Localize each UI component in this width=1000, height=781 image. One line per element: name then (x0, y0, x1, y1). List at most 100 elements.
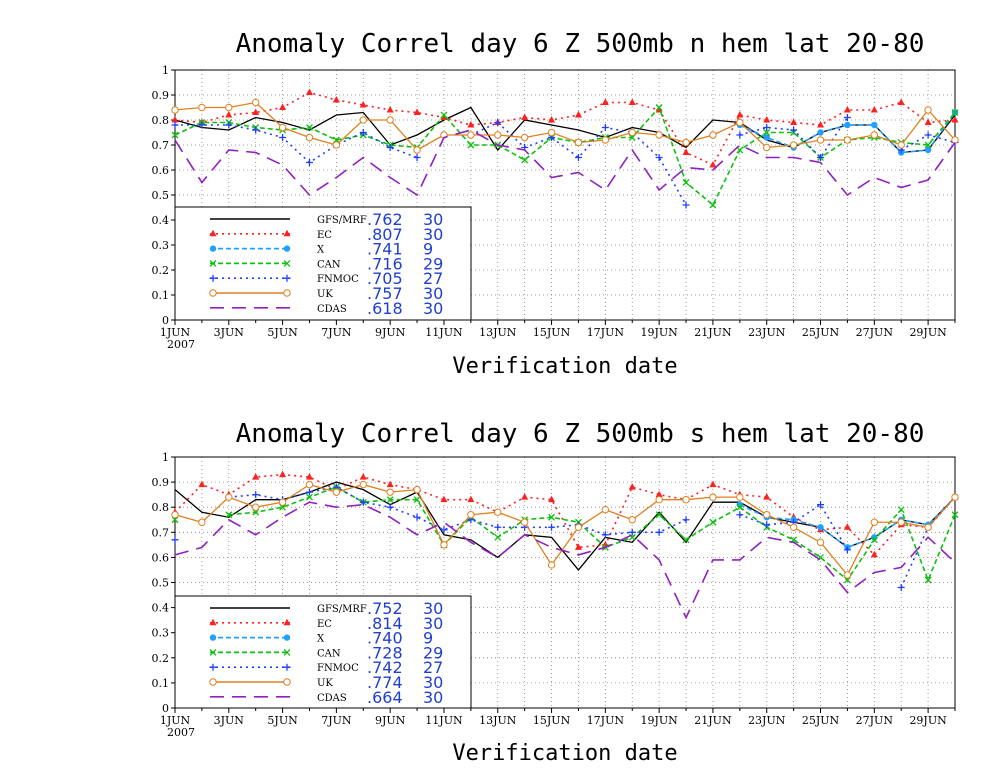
legend-label: UK (317, 678, 333, 689)
data-point (601, 506, 610, 514)
y-tick-label: 0.5 (152, 189, 170, 202)
y-tick-label: 0.2 (152, 264, 170, 277)
data-point (521, 493, 529, 500)
data-point (871, 121, 878, 129)
data-point (897, 506, 905, 514)
legend-marker (283, 259, 291, 267)
data-point (709, 161, 717, 168)
legend-marker (283, 289, 291, 297)
legend-box (174, 595, 472, 709)
legend-count: 29 (423, 643, 443, 662)
data-point (870, 518, 879, 526)
data-point (682, 201, 690, 209)
data-point (816, 538, 825, 547)
legend-marker (209, 618, 217, 626)
data-point (252, 491, 260, 499)
legend-score: .757 (367, 284, 403, 303)
data-point (924, 131, 932, 139)
legend-marker (283, 245, 291, 252)
data-point (682, 536, 690, 544)
data-point (305, 488, 313, 496)
data-point (574, 543, 582, 550)
y-tick-label: 0.7 (152, 139, 170, 152)
legend-label: FNMOC (317, 274, 359, 285)
y-tick-label: 0 (162, 314, 169, 327)
data-point (225, 111, 233, 118)
data-point (359, 129, 367, 136)
series-can (171, 104, 959, 209)
y-tick-label: 0.8 (152, 501, 170, 514)
data-point (709, 518, 717, 526)
data-point (440, 526, 448, 534)
data-point (601, 98, 609, 105)
legend-box (174, 206, 472, 321)
legend-score: .752 (367, 599, 403, 618)
data-point (763, 116, 771, 123)
legend-marker (209, 289, 217, 297)
data-point (305, 159, 313, 166)
data-point (763, 143, 771, 152)
data-point (359, 480, 367, 489)
series-ec (171, 88, 959, 168)
legend: GFS/MRF .752 30 EC .814 30 X .740 9 CAN .728 29 FNMO… (174, 595, 472, 709)
data-point (870, 106, 878, 113)
series-uk (171, 98, 959, 154)
data-point (467, 511, 475, 519)
series-line (174, 129, 956, 197)
legend-marker (283, 618, 291, 626)
y-tick-label: 0.9 (152, 89, 170, 102)
data-point (682, 495, 690, 504)
data-point (763, 129, 771, 136)
legend-label: GFS/MRF (317, 604, 367, 615)
data-point (386, 488, 394, 496)
legend-marker (209, 274, 217, 282)
legend-score: .618 (367, 299, 403, 318)
data-point (279, 134, 287, 141)
data-point (870, 536, 878, 544)
data-point (951, 116, 959, 123)
data-point (601, 124, 609, 131)
data-point (655, 106, 663, 113)
data-point (709, 493, 717, 501)
data-point (682, 138, 690, 147)
x-tick-label: 21JUN (694, 714, 732, 727)
legend-label: EC (317, 619, 332, 630)
data-point (386, 480, 394, 488)
data-point (305, 473, 313, 480)
legend-label: FNMOC (317, 663, 359, 674)
x-tick-label: 17JUN (587, 714, 625, 727)
data-point (198, 518, 206, 526)
data-point (924, 141, 932, 149)
data-point (682, 148, 690, 155)
legend-count: 27 (423, 658, 443, 677)
y-tick-label: 0.2 (152, 652, 170, 665)
legend-marker (209, 663, 217, 671)
data-point (225, 493, 233, 501)
data-point (924, 118, 932, 125)
legend-label: CDAS (317, 693, 347, 704)
y-tick-label: 1 (162, 64, 169, 77)
legend-marker (283, 678, 291, 686)
x-tick-label: 27JUN (856, 714, 894, 727)
data-point (574, 111, 582, 118)
y-tick-label: 0.8 (152, 114, 170, 127)
x-tick-label: 29JUN (909, 714, 947, 727)
x-tick-year: 2007 (167, 338, 195, 351)
x-tick-label: 11JUN (425, 326, 463, 339)
series-line (174, 473, 956, 557)
legend-score: .741 (367, 240, 403, 259)
x-tick-label: 1JUN (160, 714, 191, 727)
data-point (171, 511, 179, 519)
data-point (198, 121, 206, 129)
data-point (413, 485, 421, 494)
chart-panel-1: Anomaly Correl day 6 Z 500mb n hem lat 2… (152, 29, 959, 379)
data-point (924, 106, 932, 114)
data-point (413, 513, 421, 521)
data-point (413, 154, 421, 161)
data-point (843, 114, 851, 121)
data-point (790, 118, 798, 125)
data-point (628, 516, 636, 524)
series-line (228, 486, 956, 583)
data-point (494, 523, 502, 531)
